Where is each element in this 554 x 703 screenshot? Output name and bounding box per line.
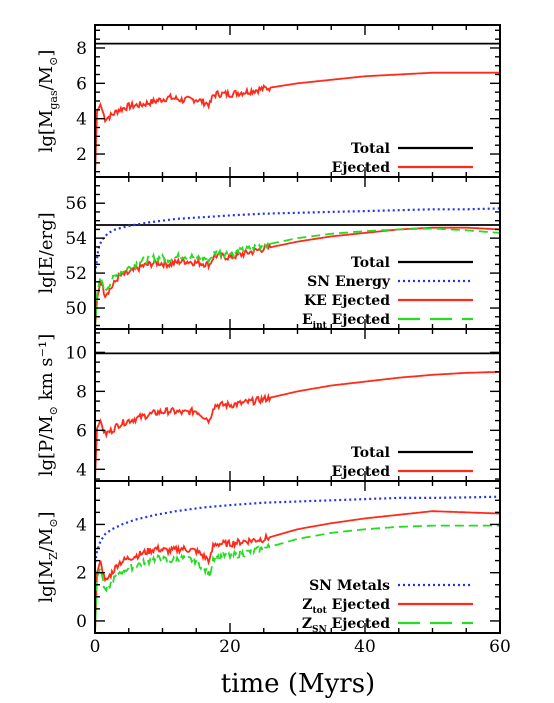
y-tick-label: 2 — [76, 145, 87, 165]
y-tick-label: 8 — [76, 382, 87, 402]
legend-label: Total — [351, 141, 390, 157]
legend-label: SN Energy — [307, 274, 391, 290]
x-tick-label: 0 — [90, 637, 101, 657]
panel-frame — [94, 480, 501, 634]
panel-frame — [94, 176, 501, 330]
y-tick-label: 4 — [76, 515, 87, 535]
x-axis-tick-labels: 0 20 40 60 — [90, 637, 511, 657]
legend-entry: SN Energy — [307, 274, 473, 290]
y-tick-label: 52 — [65, 264, 87, 284]
series-line — [95, 207, 500, 274]
legend-entry: Total — [351, 141, 473, 157]
panel-1: 2 4 6 8 lg[Mgas​/M⊙​] Total Ejected — [36, 24, 501, 178]
legend-entry: Total — [351, 255, 473, 271]
legend-entry: Ejected — [332, 160, 473, 176]
legend-entry: Total — [351, 445, 473, 461]
legend-label: Eint​ Ejected — [302, 312, 390, 331]
y-tick-label: 8 — [76, 39, 87, 59]
y-tick-label: 54 — [65, 229, 87, 249]
x-tick-label: 40 — [354, 637, 376, 657]
legend-label: SN Metals — [309, 578, 390, 594]
series-line — [95, 226, 500, 329]
y-tick-label: 6 — [76, 74, 87, 94]
panel-2: 50 52 54 56 lg[E/erg] Total SN Energy KE Ejecte… — [36, 176, 501, 331]
x-tick-label: 20 — [219, 637, 241, 657]
legend-label: ZSN​ Ejected — [302, 616, 390, 635]
legend-entry: KE Ejected — [304, 293, 473, 309]
legend-label: Ejected — [332, 160, 391, 176]
series-group — [95, 495, 500, 633]
legend-label: KE Ejected — [304, 293, 390, 309]
series-line — [95, 371, 500, 481]
y-tick-label: 56 — [65, 194, 87, 214]
y-tick-label: 2 — [76, 564, 87, 584]
y-tick-label: 0 — [76, 612, 87, 632]
panel-frame — [94, 328, 501, 482]
legend-label: Ztot​ Ejected — [302, 597, 390, 616]
legend-label: Ejected — [332, 464, 391, 480]
series-line — [95, 495, 500, 564]
series-line — [95, 524, 500, 633]
series-group — [95, 352, 500, 481]
legend-entry: Ejected — [332, 464, 473, 480]
y-tick-label: 50 — [65, 299, 87, 319]
y-tick-label: 4 — [76, 110, 87, 130]
series-group — [95, 42, 500, 177]
series-line — [95, 227, 500, 329]
y-tick-label: 10 — [65, 343, 87, 363]
legend-entry: Eint​ Ejected — [302, 312, 473, 331]
y-axis-label: lg[E/erg] — [36, 212, 57, 293]
y-tick-label: 4 — [76, 460, 87, 480]
legend-label: Total — [351, 255, 390, 271]
y-axis-label: lg[P/M⊙​ km s⁻¹] — [36, 334, 60, 477]
x-axis-label: time (Myrs) — [221, 669, 375, 699]
panel-4: 0 2 4 lg[MZ​/M⊙​] SN Metals Ztot​ EjectedZSN​… — [36, 480, 501, 635]
y-axis-label: lg[Mgas​/M⊙​] — [36, 50, 60, 153]
x-tick-label: 60 — [489, 637, 511, 657]
legend-entry: ZSN​ Ejected — [302, 616, 473, 635]
legend-entry: SN Metals — [309, 578, 473, 594]
y-tick-label: 6 — [76, 421, 87, 441]
series-line — [95, 510, 500, 633]
legend-entry: Ztot​ Ejected — [302, 597, 473, 616]
y-axis-label: lg[MZ​/M⊙​] — [36, 511, 60, 602]
series-group — [95, 207, 500, 329]
legend-label: Total — [351, 445, 390, 461]
series-line — [95, 71, 500, 177]
